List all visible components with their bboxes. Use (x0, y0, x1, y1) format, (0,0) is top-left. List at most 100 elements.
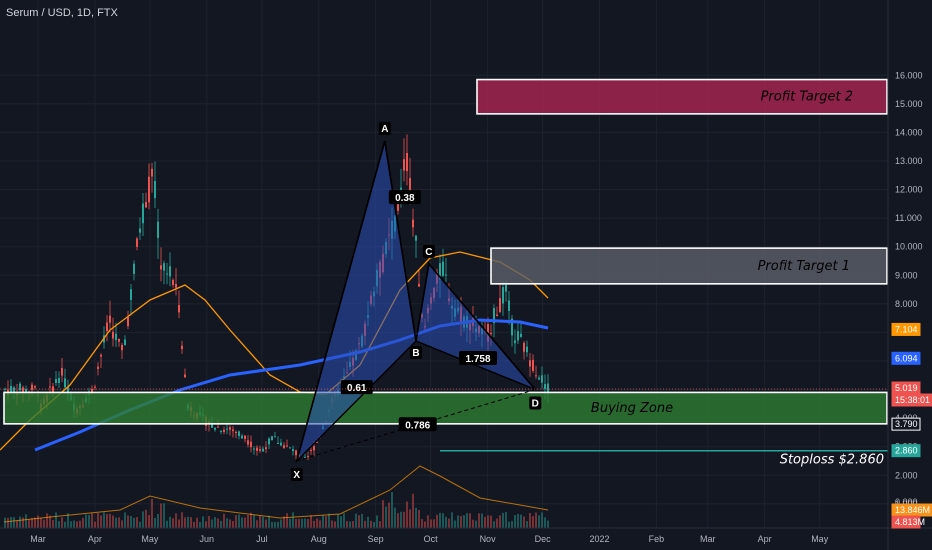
x-tick-label: Jun (200, 534, 215, 544)
volume-bar (49, 515, 51, 528)
y-tick-label: 8.000 (895, 299, 918, 309)
candle-body (514, 340, 516, 344)
candle-body (238, 431, 240, 437)
volume-bar (22, 517, 24, 528)
volume-bar (295, 519, 297, 528)
svg-text:0.786: 0.786 (405, 420, 430, 431)
volume-bar (82, 517, 84, 528)
volume-bar (502, 512, 504, 528)
volume-bar (67, 513, 69, 528)
volume-bar (370, 520, 372, 528)
profit-target-1-label: Profit Target 1 (758, 259, 850, 274)
candle-body (535, 375, 537, 377)
ma-short-line (0, 251, 549, 451)
volume-bar (61, 517, 63, 528)
volume-bar (292, 512, 294, 528)
candle-body (226, 428, 228, 430)
volume-bar (496, 518, 498, 528)
candle-body (502, 287, 504, 304)
volume-bar (79, 520, 81, 528)
point-label-b: B (410, 345, 423, 359)
candle-body (223, 429, 225, 432)
candle-body (91, 388, 93, 394)
candle-body (313, 446, 315, 451)
price-axis: 1.0002.0003.0004.0005.0006.0007.0008.000… (887, 0, 923, 550)
volume-bar (298, 518, 300, 528)
candle-body (520, 333, 522, 337)
candle-body (121, 344, 123, 351)
volume-bar (247, 514, 249, 528)
volume-bar (523, 516, 525, 528)
volume-bar (373, 521, 375, 528)
candle-body (151, 168, 153, 177)
volume-bar (256, 520, 258, 528)
volume-bar (274, 521, 276, 528)
candle-body (58, 378, 60, 383)
volume-bar (469, 513, 471, 528)
volume-bar (508, 521, 510, 528)
volume-bar (424, 521, 426, 528)
candle-body (439, 263, 441, 280)
volume-bar (211, 519, 213, 528)
volume-bar (271, 521, 273, 528)
volume-bar (283, 516, 285, 528)
y-tick-label: 11.000 (895, 213, 922, 223)
candle-body (289, 447, 291, 449)
candle-body (292, 449, 294, 452)
volume-bar (448, 518, 450, 528)
price-tag: 6.094 (891, 351, 921, 365)
volume-bar (481, 513, 483, 528)
volume-bar (286, 513, 288, 528)
volume-bar (532, 516, 534, 528)
volume-bar (340, 516, 342, 528)
x-tick-label: Aug (311, 534, 327, 544)
volume-bar (517, 513, 519, 528)
candle-body (25, 388, 27, 393)
x-tick-label: Jul (256, 534, 268, 544)
candle-body (280, 442, 282, 446)
volume-bar (457, 515, 459, 528)
volume-bar (253, 515, 255, 528)
volume-bar (493, 521, 495, 528)
price-tags: 7.104 6.094 5.019 15:38:01 3.790 2.860 13.846M… (0, 322, 932, 529)
candle-body (139, 228, 141, 233)
candle-body (19, 383, 21, 391)
volume-bar (487, 515, 489, 528)
buying-zone-box[interactable] (3, 391, 888, 425)
candle-body (529, 360, 531, 367)
candle-body (286, 445, 288, 447)
volume-bars (3, 465, 549, 528)
volume-bar (331, 520, 333, 528)
profit-target-1-box[interactable] (490, 247, 888, 285)
candle-body (178, 305, 180, 313)
volume-bar (511, 520, 513, 528)
profit-target-2-box[interactable] (476, 78, 888, 115)
volume-bar (436, 514, 438, 528)
volume-bar (403, 511, 405, 528)
volume-bar (415, 507, 417, 528)
volume-bar (484, 516, 486, 528)
candle-body (154, 180, 156, 199)
volume-bar (400, 511, 402, 528)
volume-bar (319, 520, 321, 528)
volume-bar (445, 516, 447, 528)
y-tick-label: 12.000 (895, 185, 923, 195)
candle-body (262, 448, 264, 452)
candle-body (220, 431, 222, 433)
volume-bar (379, 521, 381, 528)
volume-bar (265, 519, 267, 528)
candle-body (517, 331, 519, 341)
volume-bar (112, 515, 114, 528)
candle-body (406, 152, 408, 172)
candle-body (232, 429, 234, 432)
candle-body (136, 238, 138, 247)
candle-body (166, 273, 168, 275)
volume-bar (124, 512, 126, 528)
volume-bar (442, 513, 444, 528)
volume-bar (13, 517, 15, 528)
volume-bar (157, 513, 159, 528)
volume-bar (355, 513, 357, 528)
volume-bar (25, 514, 27, 528)
volume-bar (175, 513, 177, 528)
